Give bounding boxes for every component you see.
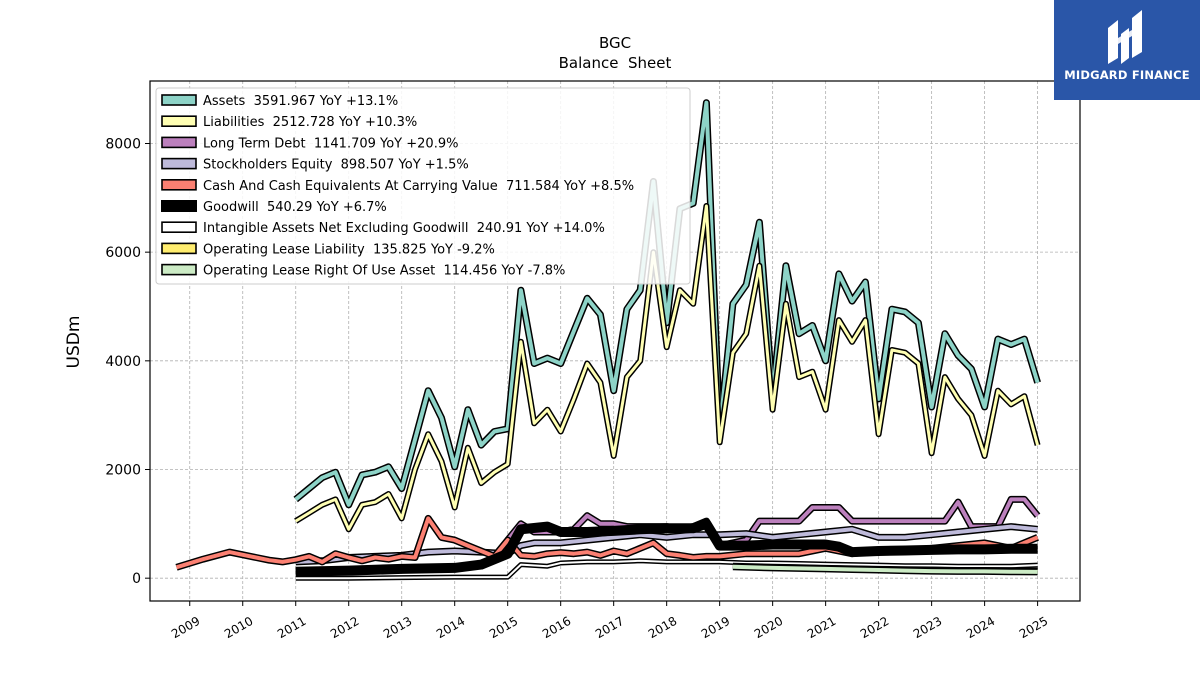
series-3 [295, 523, 1038, 566]
legend-swatch [161, 242, 197, 255]
series-line [294, 100, 1040, 507]
series-1 [294, 203, 1041, 533]
legend-swatch [161, 263, 197, 276]
y-tick-label: 6000 [105, 245, 141, 261]
legend-swatch [161, 94, 197, 106]
legend-swatch [161, 200, 197, 212]
legend-swatch [161, 221, 197, 233]
x-ticks: 2009 2010 2011 2012 2013 2014 2015 2016 2017 2018… [169, 601, 1050, 641]
series-line [175, 516, 1039, 570]
y-axis-label: USDm [64, 316, 84, 369]
series-lines [175, 99, 1041, 581]
x-tick-label: 2017 [593, 614, 626, 641]
series-line [294, 204, 1040, 531]
legend-label: Operating Lease Right Of Use Asset 114.4… [203, 264, 565, 279]
x-tick-label: 2019 [699, 614, 732, 641]
legend-label: Assets 3591.967 YoY +13.1% [203, 94, 398, 109]
x-tick-label: 2010 [222, 614, 255, 641]
x-tick-label: 2009 [169, 614, 202, 641]
legend-label: Liabilities 2512.728 YoY +10.3% [203, 115, 417, 130]
legend-label: Long Term Debt 1141.709 YoY +20.9% [203, 136, 458, 151]
brand-logo: MIDGARD FINANCE [1054, 0, 1200, 100]
legend-label: Stockholders Equity 898.507 YoY +1.5% [203, 158, 469, 173]
legend-label: Cash And Cash Equivalents At Carrying Va… [203, 179, 634, 194]
legend-item: Operating Lease Liability 135.825 YoY -9… [161, 242, 495, 257]
midgard-logo-icon [1108, 10, 1142, 64]
x-tick-label: 2014 [434, 614, 467, 641]
x-tick-label: 2025 [1017, 614, 1050, 641]
series-0 [293, 99, 1041, 509]
x-tick-label: 2024 [964, 614, 997, 641]
legend-item: Intangible Assets Net Excluding Goodwill… [161, 221, 605, 236]
x-tick-label: 2013 [381, 614, 414, 641]
series-2 [504, 495, 1041, 550]
y-ticks: 0 2000 4000 6000 8000 [105, 136, 150, 587]
x-tick-label: 2016 [540, 614, 573, 641]
legend-swatch [161, 157, 197, 170]
series-4 [175, 514, 1039, 571]
x-tick-label: 2018 [646, 614, 679, 641]
legend: Assets 3591.967 YoY +13.1% Liabilities 25… [155, 87, 691, 285]
x-tick-label: 2012 [328, 614, 361, 641]
series-line [295, 520, 1038, 576]
legend-item: Operating Lease Right Of Use Asset 114.4… [161, 263, 565, 279]
legend-item: Cash And Cash Equivalents At Carrying Va… [161, 179, 634, 194]
chart-subtitle: Balance Sheet [559, 54, 672, 72]
x-tick-label: 2022 [858, 614, 891, 641]
legend-item: Stockholders Equity 898.507 YoY +1.5% [161, 157, 469, 173]
series-8 [732, 563, 1038, 576]
series-line [506, 497, 1040, 548]
legend-item: Assets 3591.967 YoY +13.1% [161, 94, 398, 109]
x-tick-label: 2015 [487, 614, 520, 641]
y-tick-label: 2000 [105, 463, 141, 479]
legend-box [155, 87, 691, 285]
x-tick-label: 2020 [752, 614, 785, 641]
series-line [295, 524, 1038, 564]
series-line [732, 564, 1038, 574]
legend-label: Goodwill 540.29 YoY +6.7% [203, 200, 387, 215]
legend-item: Goodwill 540.29 YoY +6.7% [161, 200, 387, 215]
y-tick-label: 0 [132, 571, 141, 587]
series-line [295, 559, 1038, 580]
x-tick-label: 2023 [911, 614, 944, 641]
y-tick-label: 4000 [105, 354, 141, 370]
logo-text: MIDGARD FINANCE [1064, 68, 1190, 82]
legend-item: Liabilities 2512.728 YoY +10.3% [161, 115, 417, 130]
legend-label: Intangible Assets Net Excluding Goodwill… [203, 221, 605, 236]
x-tick-label: 2021 [805, 614, 838, 641]
legend-swatch [161, 179, 197, 191]
chart-title: BGC [599, 34, 631, 52]
legend-label: Operating Lease Liability 135.825 YoY -9… [203, 242, 495, 257]
legend-swatch [161, 115, 197, 127]
x-tick-label: 2011 [275, 614, 308, 641]
y-tick-label: 8000 [105, 136, 141, 152]
legend-swatch [161, 136, 197, 149]
legend-item: Long Term Debt 1141.709 YoY +20.9% [161, 136, 458, 151]
plot-frame [149, 80, 1081, 602]
series-5 [295, 518, 1038, 577]
series-6 [295, 558, 1038, 581]
